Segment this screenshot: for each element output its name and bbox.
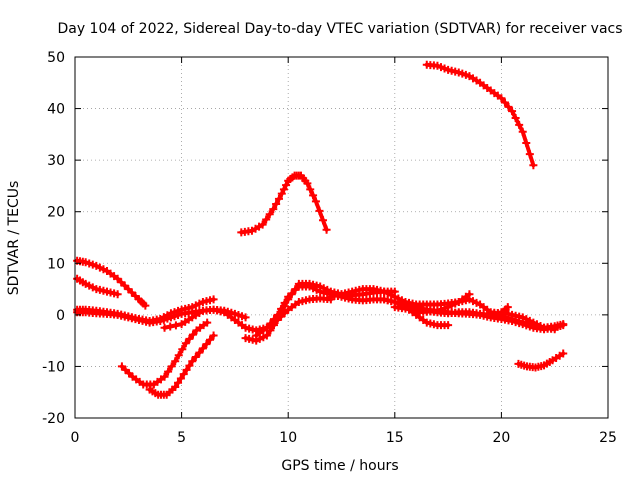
data-point	[525, 150, 534, 159]
chart-title: Day 104 of 2022, Sidereal Day-to-day VTE…	[57, 21, 622, 37]
data-point	[522, 138, 531, 147]
data-point	[164, 367, 173, 376]
data-point	[203, 318, 212, 327]
y-tick-label: 0	[56, 308, 65, 324]
data-point	[273, 310, 282, 319]
y-tick-label: -10	[42, 359, 65, 375]
data-point	[166, 322, 175, 331]
data-point	[241, 313, 250, 322]
data-point	[174, 378, 183, 387]
data-point	[559, 349, 568, 358]
data-point	[209, 331, 218, 340]
data-point	[160, 372, 169, 381]
data-point	[559, 320, 568, 329]
y-tick-label: 40	[47, 102, 65, 118]
data-point	[269, 205, 278, 214]
x-tick-label: 5	[177, 430, 186, 446]
series-track-1	[422, 60, 538, 170]
data-point	[181, 339, 190, 348]
data-point	[171, 357, 180, 366]
data-point	[504, 102, 513, 111]
data-point	[444, 321, 453, 330]
data-point	[206, 335, 215, 344]
data-point	[171, 321, 180, 330]
data-point	[277, 304, 286, 313]
data-point	[262, 323, 271, 332]
data-point	[202, 340, 211, 349]
series-track-17	[486, 308, 559, 334]
y-tick-label: -20	[42, 411, 65, 427]
data-point	[269, 315, 278, 324]
data-point	[182, 365, 191, 374]
x-tick-label: 0	[71, 430, 80, 446]
x-tick-label: 20	[492, 430, 510, 446]
data-point	[209, 295, 218, 304]
data-point	[306, 185, 315, 194]
data-point	[176, 374, 185, 383]
data-point	[529, 161, 538, 170]
x-axis-label: GPS time / hours	[281, 458, 398, 474]
data-point	[113, 290, 122, 299]
data-point	[272, 199, 281, 208]
data-point	[322, 225, 331, 234]
data-point	[160, 323, 169, 332]
series-track-2	[237, 171, 331, 237]
data-point	[185, 361, 194, 370]
data-point	[508, 107, 517, 116]
data-point	[518, 127, 527, 136]
y-tick-label: 20	[47, 205, 65, 221]
data-point	[266, 319, 275, 328]
plot-frame	[74, 56, 609, 419]
data-point	[515, 120, 524, 129]
data-point	[497, 94, 506, 103]
data-point	[282, 181, 291, 190]
y-tick-label: 30	[47, 153, 65, 169]
data-point	[167, 362, 176, 371]
data-point	[265, 210, 274, 219]
data-point	[503, 303, 512, 312]
series-track-8	[145, 331, 218, 399]
axis-ticks: 0 5 10 15 20 25 -20 -10 0 10 20 30 40 50	[42, 50, 617, 446]
data-point	[171, 383, 180, 392]
data-point	[500, 98, 509, 107]
data-point	[179, 370, 188, 379]
data-point	[188, 330, 197, 339]
data-point	[303, 179, 312, 188]
data-point	[550, 325, 559, 334]
data-point	[309, 191, 318, 200]
data-point	[174, 351, 183, 360]
data-point	[511, 114, 520, 123]
data-point	[191, 352, 200, 361]
data-point	[315, 206, 324, 215]
x-tick-label: 15	[386, 430, 404, 446]
data-point	[319, 216, 328, 225]
data-point	[262, 215, 271, 224]
y-tick-label: 50	[47, 50, 65, 66]
data-point	[178, 345, 187, 354]
series-track-16	[514, 349, 568, 372]
y-axis-label: SDTVAR / TECUs	[6, 181, 22, 296]
data-point	[195, 348, 204, 357]
data-point	[141, 301, 150, 310]
series-track-3	[73, 256, 150, 310]
data-point	[277, 189, 286, 198]
data-point	[198, 344, 207, 353]
data-point	[280, 298, 289, 307]
data-point	[262, 331, 271, 340]
x-tick-label: 10	[279, 430, 297, 446]
x-tick-label: 25	[599, 430, 617, 446]
data-point	[188, 357, 197, 366]
data-point	[279, 185, 288, 194]
data-point	[185, 334, 194, 343]
data-point	[274, 194, 283, 203]
data-point	[258, 220, 267, 229]
data-layer	[73, 60, 568, 399]
series-track-4	[73, 274, 122, 299]
data-point	[311, 197, 320, 206]
y-tick-label: 10	[47, 256, 65, 272]
